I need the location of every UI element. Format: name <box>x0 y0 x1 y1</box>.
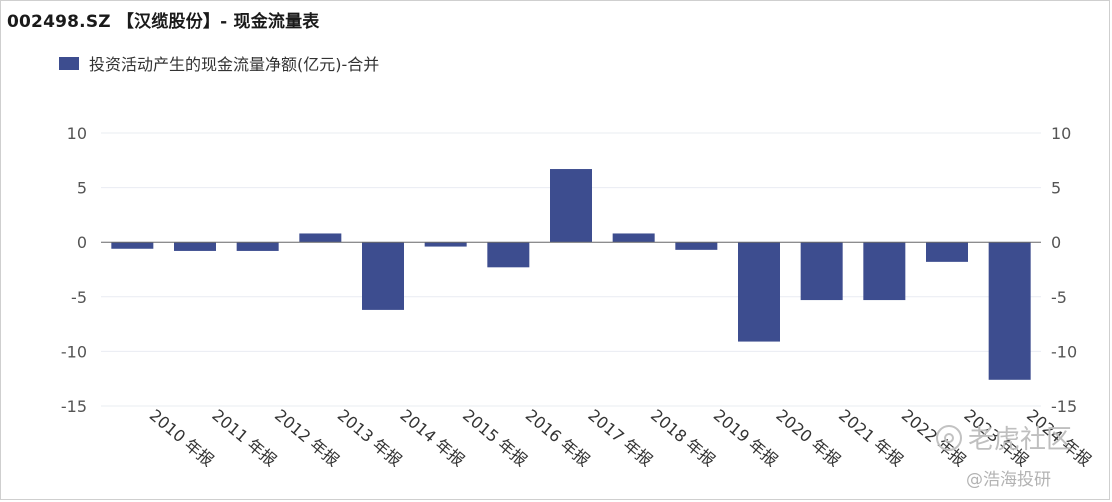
bar <box>550 169 592 243</box>
x-tick-label: 2018 年报 <box>647 406 719 471</box>
bar <box>299 233 342 243</box>
x-tick-label: 2021 年报 <box>835 406 907 471</box>
bar <box>236 242 279 251</box>
bar <box>675 242 718 250</box>
y-tick-label-left: 0 <box>77 233 87 252</box>
bar <box>612 233 655 243</box>
bar <box>863 242 906 301</box>
legend[interactable]: 投资活动产生的现金流量净额(亿元)-合并 <box>59 51 379 75</box>
y-tick-label-left: 5 <box>77 179 87 198</box>
x-tick-label: 2010 年报 <box>146 406 218 471</box>
x-tick-label: 2019 年报 <box>710 406 782 471</box>
watermark-line2: @浩海投研 <box>966 470 1051 490</box>
x-tick-label: 2016 年报 <box>522 406 594 471</box>
y-tick-label-right: 5 <box>1051 179 1061 198</box>
y-tick-label-right: -5 <box>1051 288 1067 307</box>
watermark-circle-icon <box>936 424 962 451</box>
x-tick-label: 2017 年报 <box>584 406 656 471</box>
x-tick-label: 2013 年报 <box>334 406 406 471</box>
y-tick-label-left: 10 <box>67 124 87 143</box>
y-tick-label-right: -10 <box>1051 342 1077 361</box>
x-tick-label: 2020 年报 <box>772 406 844 471</box>
legend-label: 投资活动产生的现金流量净额(亿元)-合并 <box>89 55 380 74</box>
y-tick-label-left: -10 <box>61 342 87 361</box>
legend-swatch <box>59 56 79 70</box>
y-tick-label-right: 10 <box>1051 124 1071 143</box>
y-tick-label-right: -15 <box>1051 397 1077 416</box>
watermark: 老虎社区 @浩海投研 <box>936 419 1106 497</box>
bar <box>111 242 154 249</box>
bar <box>487 242 530 268</box>
watermark-logo: 老虎社区 <box>936 419 1072 456</box>
x-tick-label: 2012 年报 <box>271 406 343 471</box>
bar <box>174 242 216 251</box>
x-tick-label: 2015 年报 <box>459 406 531 471</box>
y-tick-label-right: 0 <box>1051 233 1061 252</box>
bar <box>424 242 467 247</box>
watermark-line1: 老虎社区 <box>968 425 1073 455</box>
bar <box>800 242 843 301</box>
y-tick-label-left: -15 <box>61 397 87 416</box>
x-tick-label: 2014 年报 <box>396 406 468 471</box>
x-tick-label: 2011 年报 <box>208 406 280 471</box>
bar <box>926 242 968 262</box>
y-tick-label-left: -5 <box>71 288 87 307</box>
bar <box>988 242 1031 380</box>
bar <box>362 242 404 310</box>
chart-title: 002498.SZ 【汉缆股份】- 现金流量表 <box>7 12 320 32</box>
bar <box>738 242 780 342</box>
